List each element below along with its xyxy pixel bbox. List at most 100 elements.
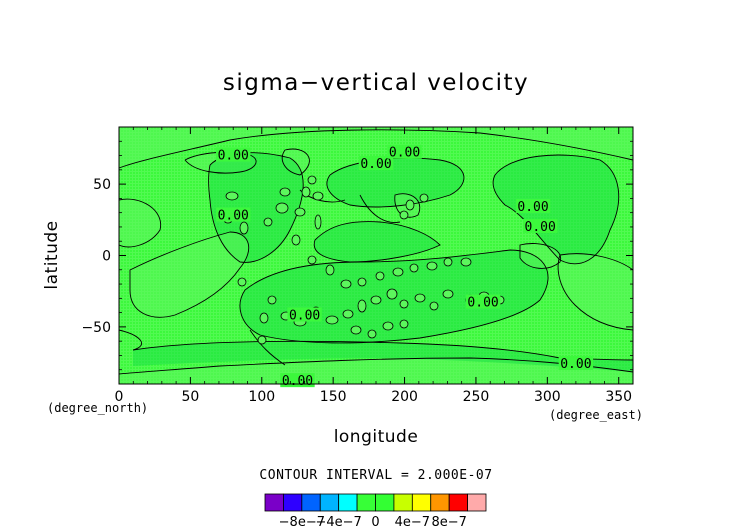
field-region [119,199,161,247]
contour-cell [399,319,409,329]
contour-label-bg [287,307,322,322]
contour-cell [382,321,394,331]
colorbar-swatch [448,493,468,512]
contour-cell [375,271,385,281]
contour-cell [429,301,439,311]
colorbar-swatch [375,493,395,512]
x-axis-label: longitude [333,427,419,447]
contour-cell [342,309,354,319]
contour-label: 0.00 [389,146,420,161]
y-tick-label: 0 [102,249,111,265]
contour-cell [442,289,454,299]
contour-cell [392,267,404,277]
contour-cell [405,199,415,211]
contour-cell [357,299,367,313]
contour-label: 0.00 [289,308,320,323]
x-tick-label: 350 [605,389,632,405]
contour-cell [301,186,311,198]
contour-label: 0.00 [525,220,556,235]
contour-label-bg [216,147,251,162]
contour-cell [263,217,273,227]
contour-cell [225,191,239,201]
y-tick-label: 50 [93,177,111,193]
contour-line [118,198,162,248]
contour-line [359,194,401,223]
contour-label: 0.00 [282,374,313,389]
colorbar-swatch [319,493,340,512]
contour-cell [291,234,301,246]
colorbar-swatch [283,493,303,512]
chart-title: sigma−vertical velocity [222,70,530,96]
contour-cell [399,299,409,309]
contour-line [184,151,257,174]
colorbar-swatch [338,493,358,512]
contour-cell [259,312,269,324]
contour-interval-text: CONTOUR INTERVAL = 2.000E-07 [259,468,493,483]
contour-label: 0.00 [517,200,548,215]
y-tick-label: −50 [81,320,111,336]
colorbar-label: 4e−7 [395,515,430,530]
contour-label-layer: 0.000.000.000.000.000.000.000.000.000.00 [216,144,594,389]
contour-label: 0.00 [467,296,498,311]
contour-cell [409,263,419,273]
contour-cell [239,221,249,235]
colorbar-swatch [356,493,376,512]
contour-line [129,231,250,318]
x-tick-label: 0 [115,389,124,405]
field-region [326,158,464,207]
contour-cell [294,207,306,217]
contour-line [118,129,634,169]
field-region [314,221,440,262]
contour-cell [386,288,398,300]
contour-cell [267,295,277,305]
contour-label-bg [522,218,558,233]
contour-cell [460,257,472,267]
contour-cell [367,329,377,339]
colorbar-swatch [411,493,432,512]
colorbar-label: −4e−7 [316,515,362,530]
contour-line [208,152,304,263]
contour-line [394,193,421,218]
contour-line [492,154,620,265]
contour-cell [325,315,339,325]
axes-layer: 0 50 100 150 200 250 300 350 −50 0 50 [81,126,634,405]
contour-cell [443,257,453,267]
contour-line [557,254,634,331]
colorbar-label: −8e−7 [279,515,325,530]
colorbar: −8e−7−4e−7 0 4e−7 8e−7 [264,493,487,530]
x-tick-label: 300 [534,389,561,405]
contour-cell [370,295,382,305]
x-tick-label: 250 [463,389,490,405]
contour-cell [399,210,409,220]
contour-line [249,329,286,366]
colorbar-swatch [467,493,487,512]
contour-cell [419,193,429,203]
contour-label-bg [465,294,501,309]
contour-line [118,329,143,351]
contour-label: 0.00 [560,357,591,372]
contour-label: 0.00 [360,157,391,172]
field-region [130,232,249,318]
y-axis-unit: (degree_north) [47,401,149,415]
contour-cell [426,261,438,271]
contour-label-bg [515,198,551,213]
field-region [119,358,633,384]
contour-cell [325,264,335,276]
contour-line [519,243,561,269]
contour-cell [414,293,426,303]
colorbar-swatch [393,493,413,512]
x-tick-label: 200 [391,389,418,405]
colorbar-swatch [301,493,321,512]
contour-label: 0.00 [218,209,249,224]
contour-line [281,148,310,176]
contour-line [313,221,441,263]
contour-cell [350,325,362,335]
contour-label-bg [358,156,394,171]
contour-line [559,253,634,271]
field-region [133,341,633,372]
contour-label-bg [558,356,594,371]
contour-cell [340,279,352,289]
contour-label-bg [216,207,251,222]
